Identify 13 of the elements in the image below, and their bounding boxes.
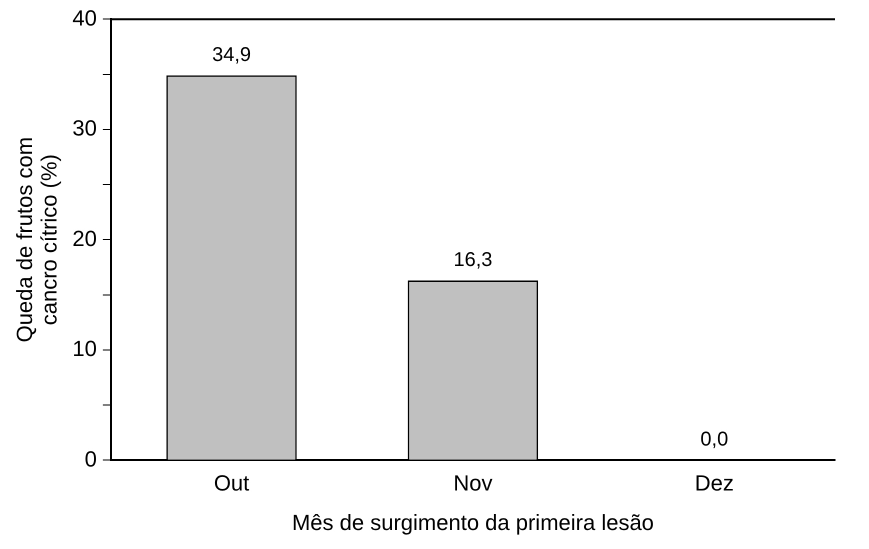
y-tick-label: 20 xyxy=(72,226,97,251)
data-label: 34,9 xyxy=(212,44,252,66)
data-label: 0,0 xyxy=(700,428,728,451)
x-tick-label: Dez xyxy=(694,470,734,496)
y-tick-label: 30 xyxy=(72,116,97,141)
y-axis-title: Queda de frutos com cancro cítrico (%) xyxy=(12,136,62,342)
data-label: 16,3 xyxy=(453,249,492,272)
y-tick-label: 40 xyxy=(72,5,97,30)
y-tick-label: 0 xyxy=(84,446,97,472)
x-axis-title: Mês de surgimento da primeira lesão xyxy=(292,510,654,535)
x-tick-label: Nov xyxy=(453,470,492,496)
y-tick-label: 10 xyxy=(72,336,97,362)
x-tick-label: Out xyxy=(214,470,250,496)
